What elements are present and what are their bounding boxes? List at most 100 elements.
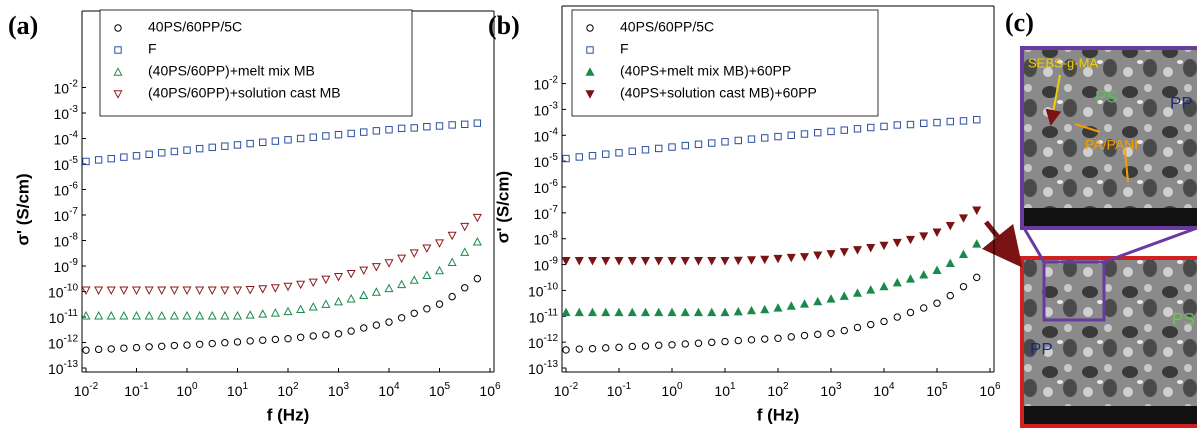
point (360, 128, 368, 136)
y-tick-label: 10-13 (528, 359, 558, 377)
point (919, 270, 929, 279)
x-tick-label: 104 (378, 381, 400, 399)
point (94, 156, 103, 164)
point (627, 307, 637, 317)
point (602, 150, 610, 158)
point (195, 144, 204, 153)
zoom-box (1042, 260, 1106, 322)
point (283, 306, 293, 316)
legend-label: (40PS/60PP)+melt mix MB (148, 63, 315, 79)
point (774, 334, 782, 342)
point (973, 273, 981, 282)
point (681, 340, 689, 348)
y-tick-label: 10-13 (48, 359, 78, 377)
point (472, 213, 482, 223)
point (158, 149, 166, 157)
point (473, 119, 482, 127)
point (840, 126, 848, 134)
point (641, 342, 650, 350)
legend-label: 40PS/60PP/5C (620, 19, 714, 35)
point (773, 254, 783, 264)
point (575, 345, 583, 353)
series (561, 206, 982, 266)
x-tick-label: 103 (328, 381, 350, 399)
point (132, 152, 141, 160)
legend-marker (113, 67, 123, 76)
point (932, 228, 942, 237)
point (385, 318, 393, 326)
point (866, 285, 876, 294)
point (561, 307, 571, 317)
point (221, 142, 229, 150)
point (799, 299, 810, 308)
point (761, 134, 769, 142)
legend-marker (113, 90, 123, 99)
sem-info-bar (1024, 208, 1197, 226)
point (588, 344, 597, 353)
point (640, 307, 651, 317)
legend-label: (40PS+melt mix MB)+60PP (620, 63, 791, 79)
point (94, 286, 104, 296)
point (195, 286, 205, 296)
point (814, 128, 822, 137)
point (106, 310, 116, 320)
point (787, 333, 795, 341)
x-axis-label: f (Hz) (267, 405, 309, 424)
point (972, 239, 982, 248)
x-tick-label: 10-1 (607, 381, 632, 399)
point (920, 304, 928, 312)
sem-annotation: PA/PANI (1085, 137, 1138, 153)
point (813, 251, 823, 260)
point (720, 307, 730, 317)
point (82, 346, 90, 354)
y-tick-label: 10-7 (534, 203, 559, 221)
point (680, 257, 690, 266)
point (308, 278, 318, 288)
point (853, 323, 862, 332)
point (880, 317, 888, 326)
point (761, 335, 769, 343)
annotation-arrow (1045, 74, 1062, 126)
legend-marker (586, 46, 594, 54)
y-axis-label: σ' (S/cm) (13, 173, 32, 245)
point (207, 310, 217, 320)
point (447, 257, 457, 266)
sem-annotation: PS (1095, 87, 1118, 106)
point (158, 342, 166, 350)
point (602, 344, 610, 352)
legend-marker (586, 24, 594, 32)
point (655, 144, 663, 153)
point (839, 248, 849, 257)
point (346, 269, 356, 279)
x-tick-label: 104 (873, 381, 895, 399)
point (561, 257, 571, 266)
legend-marker (585, 67, 595, 76)
point (852, 246, 863, 255)
y-tick-label: 10-2 (534, 74, 559, 92)
point (423, 305, 431, 313)
point (448, 292, 456, 301)
point (773, 303, 783, 312)
point (840, 326, 848, 335)
point (460, 247, 470, 256)
point (259, 336, 267, 344)
series (82, 119, 482, 166)
point (82, 157, 90, 166)
point (461, 120, 469, 129)
point (448, 121, 456, 129)
point (258, 309, 268, 318)
x-tick-label: 102 (767, 381, 789, 399)
series (82, 274, 482, 354)
point (360, 324, 368, 332)
point (371, 263, 381, 272)
point (270, 308, 280, 317)
point (182, 286, 192, 296)
point (145, 343, 153, 351)
point (346, 293, 356, 303)
point (668, 341, 676, 349)
point (906, 308, 915, 317)
x-axis-label: f (Hz) (757, 405, 799, 424)
point (410, 309, 418, 317)
point (271, 137, 280, 145)
link-arrow (981, 220, 1023, 268)
